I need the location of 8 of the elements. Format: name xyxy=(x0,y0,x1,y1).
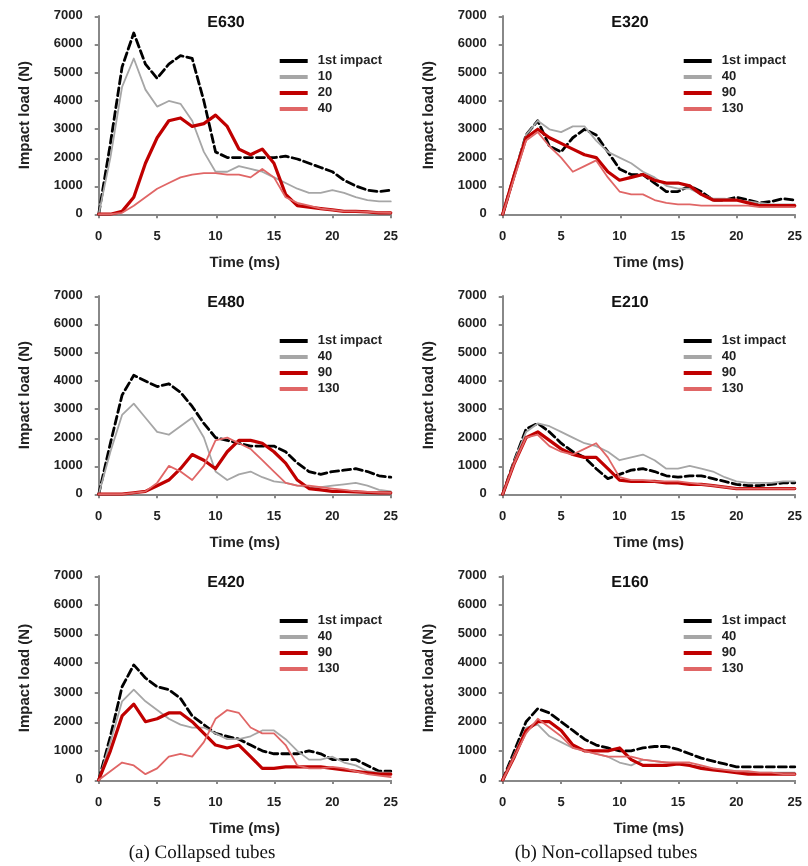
chart-title: E320 xyxy=(611,13,650,31)
chart-title: E210 xyxy=(611,293,650,311)
text: (b) Non-collapsed tubes xyxy=(514,844,698,864)
text: (a) Collapsed tubes xyxy=(128,844,276,864)
chart-title: E480 xyxy=(207,293,246,311)
chart-title: E160 xyxy=(611,573,650,591)
chart-title: E420 xyxy=(207,573,246,591)
chart-title: E630 xyxy=(207,13,246,31)
